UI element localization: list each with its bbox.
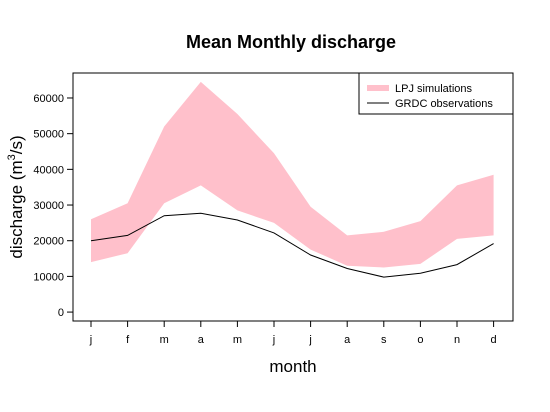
- x-tick-label: a: [198, 334, 205, 346]
- y-axis-label: discharge (m3/s): [6, 135, 26, 258]
- x-tick-label: s: [381, 334, 387, 346]
- x-tick-label: d: [491, 334, 497, 346]
- x-axis-label: month: [269, 357, 316, 376]
- legend-box: [358, 72, 514, 115]
- chart-title: Mean Monthly discharge: [186, 32, 396, 52]
- y-tick-label: 60000: [33, 93, 64, 105]
- simulation-band-layer: [91, 81, 494, 268]
- x-tick-label: j: [308, 334, 311, 346]
- y-axis: 0 10000 20000 30000 40000 50000 60000: [33, 93, 73, 319]
- observation-line-layer: [90, 212, 494, 278]
- x-tick-label: m: [160, 334, 169, 346]
- x-tick-label: n: [454, 334, 460, 346]
- y-tick-label: 0: [58, 307, 64, 319]
- x-tick-label: f: [126, 334, 130, 346]
- x-tick-label: o: [417, 334, 423, 346]
- y-tick-label: 50000: [33, 129, 64, 141]
- plot-frame: [72, 72, 514, 322]
- legend: LPJ simulations GRDC observations: [358, 72, 514, 115]
- y-tick-label: 40000: [33, 164, 64, 176]
- legend-label-simulations: LPJ simulations: [395, 83, 473, 95]
- x-tick-label: j: [89, 334, 92, 346]
- y-tick-label: 20000: [33, 236, 64, 248]
- x-tick-label: j: [272, 334, 275, 346]
- observation-line: [90, 212, 494, 278]
- y-tick-label: 30000: [33, 200, 64, 212]
- y-tick-label: 10000: [33, 271, 64, 283]
- x-tick-label: a: [344, 334, 351, 346]
- x-tick-label: m: [233, 334, 242, 346]
- legend-label-observations: GRDC observations: [395, 98, 493, 110]
- simulation-band: [91, 81, 494, 268]
